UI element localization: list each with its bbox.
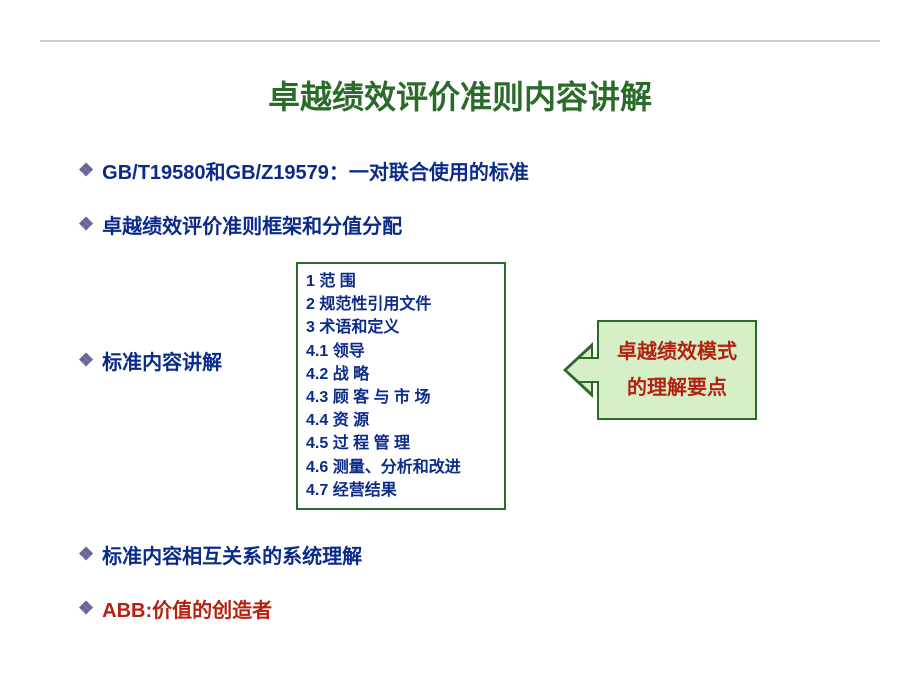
callout-box: 卓越绩效模式 的理解要点 [597, 320, 757, 420]
bullet-text: ABB:价值的创造者 [102, 594, 272, 623]
toc-row: 2 规范性引用文件 [306, 293, 496, 316]
bullet-1: ❖ GB/T19580和GB/Z19579：一对联合使用的标准 [78, 156, 529, 185]
toc-row: 1 范 围 [306, 270, 496, 293]
bullet-5: ❖ ABB:价值的创造者 [78, 594, 272, 623]
toc-row: 4.6 测量、分析和改进 [306, 456, 496, 479]
toc-row: 4.5 过 程 管 理 [306, 432, 496, 455]
toc-row: 4.1 领导 [306, 340, 496, 363]
callout-line2: 的理解要点 [617, 370, 737, 406]
toc-row: 4.2 战 略 [306, 363, 496, 386]
bullet-4: ❖ 标准内容相互关系的系统理解 [78, 540, 362, 569]
diamond-icon: ❖ [78, 214, 94, 235]
toc-row: 3 术语和定义 [306, 316, 496, 339]
diamond-icon: ❖ [78, 544, 94, 565]
bullet-text: GB/T19580和GB/Z19579：一对联合使用的标准 [102, 156, 529, 185]
bullet-text: 标准内容讲解 [102, 346, 222, 375]
bullet-text: 卓越绩效评价准则框架和分值分配 [102, 210, 402, 239]
bullet-3: ❖ 标准内容讲解 [78, 346, 222, 375]
toc-box: 1 范 围2 规范性引用文件3 术语和定义4.1 领导4.2 战 略4.3 顾 … [296, 262, 506, 510]
callout-arrow-box: 卓越绩效模式 的理解要点 [551, 320, 757, 420]
page-title: 卓越绩效评价准则内容讲解 [0, 72, 920, 118]
diamond-icon: ❖ [78, 160, 94, 181]
bullet-text: 标准内容相互关系的系统理解 [102, 540, 362, 569]
diamond-icon: ❖ [78, 350, 94, 371]
top-divider [40, 40, 880, 42]
arrow-stem [579, 357, 599, 383]
bullet-2: ❖ 卓越绩效评价准则框架和分值分配 [78, 210, 402, 239]
toc-row: 4.7 经营结果 [306, 479, 496, 502]
callout-line1: 卓越绩效模式 [617, 334, 737, 370]
diamond-icon: ❖ [78, 598, 94, 619]
toc-row: 4.3 顾 客 与 市 场 [306, 386, 496, 409]
toc-row: 4.4 资 源 [306, 409, 496, 432]
